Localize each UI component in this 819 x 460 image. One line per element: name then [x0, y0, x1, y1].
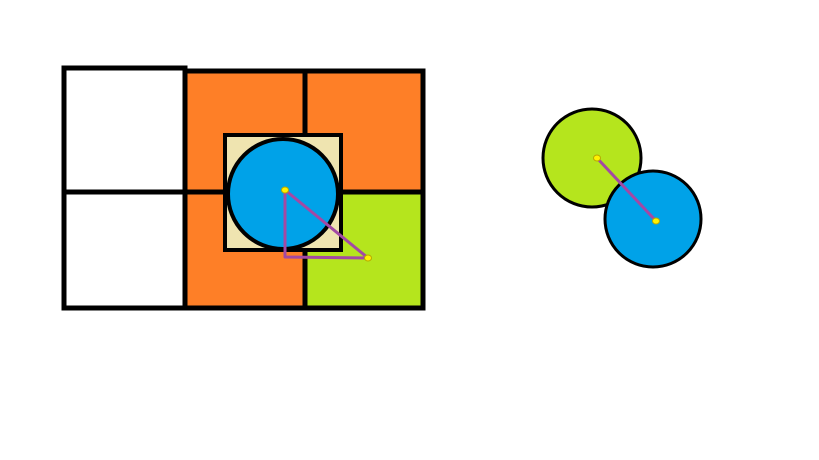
grid-cell-r1-c0: [61, 189, 188, 311]
triangle-vertex-point: [364, 254, 372, 262]
lime-circle: [541, 107, 643, 209]
center-connector: [595, 156, 658, 223]
overlapping-circles-figure: [541, 107, 703, 269]
lime-circle-center-point: [593, 154, 601, 162]
left-grid-figure: [61, 65, 426, 311]
circle-center-point: [281, 186, 289, 194]
blue-circle-center-point: [652, 217, 660, 225]
purple-triangle: [283, 188, 370, 260]
grid-cell-r0-c0: [61, 65, 188, 195]
grid-circle: [226, 137, 340, 251]
